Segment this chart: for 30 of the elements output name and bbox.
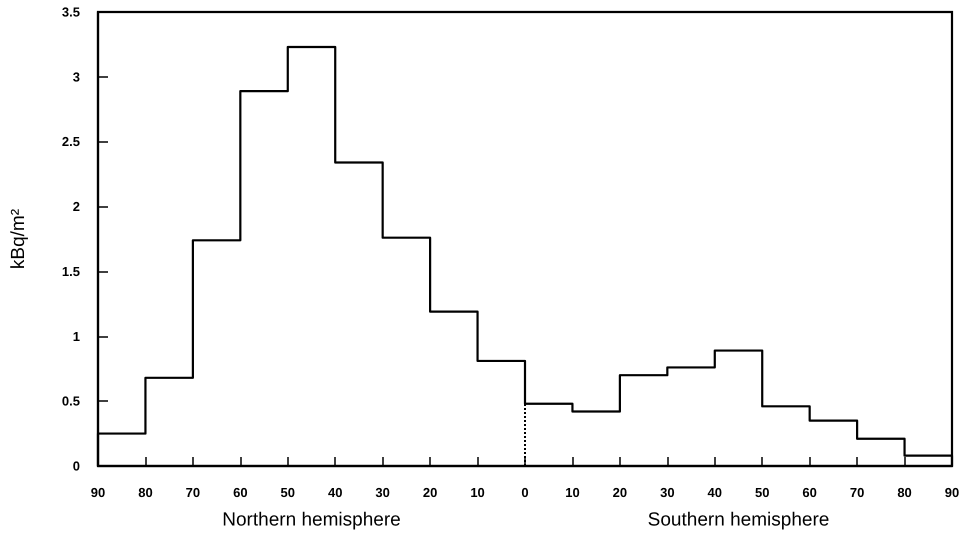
y-tick-label: 0.5 (62, 394, 80, 409)
x-tick-label: 50 (754, 485, 770, 500)
x-tick-label: 60 (802, 485, 817, 500)
text: Northern hemisphere (222, 510, 401, 530)
x-tick-label: 10 (470, 485, 485, 500)
y-tick-label: 2 (72, 199, 80, 214)
y-tick-label: 3.5 (62, 4, 80, 20)
x-tick-label: 70 (186, 485, 200, 500)
y-tick-label: 1 (72, 328, 80, 344)
x-tick-label: 50 (280, 485, 296, 500)
y-tick-label: 0 (72, 458, 80, 474)
x-tick-label: 10 (565, 485, 580, 500)
x-tick-label: 60 (233, 485, 248, 500)
x-tick-label: 20 (422, 485, 438, 500)
y-tick-label: 2.5 (62, 134, 80, 150)
x-tick-label: 0 (521, 485, 529, 500)
text: Southern hemisphere (648, 510, 830, 530)
x-tick-label: 40 (708, 485, 722, 500)
x-tick-label: 90 (90, 485, 106, 500)
x-tick-label: 30 (375, 485, 390, 500)
x-tick-label: 30 (660, 485, 675, 500)
x-tick-label: 80 (138, 485, 153, 500)
y-axis-title: kBq/m² (8, 208, 29, 270)
x-tick-label: 90 (944, 485, 960, 500)
y-tick-label: 3 (72, 69, 80, 84)
y-tick-label: 1.5 (62, 264, 80, 279)
x-tick-label: 40 (328, 485, 342, 500)
x-tick-label: 80 (897, 485, 912, 500)
x-tick-label: 20 (612, 485, 628, 500)
x-tick-label: 70 (850, 485, 864, 500)
